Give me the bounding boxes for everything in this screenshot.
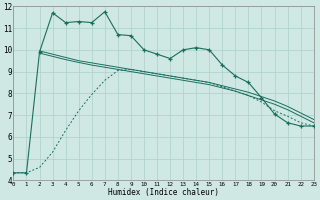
X-axis label: Humidex (Indice chaleur): Humidex (Indice chaleur): [108, 188, 219, 197]
